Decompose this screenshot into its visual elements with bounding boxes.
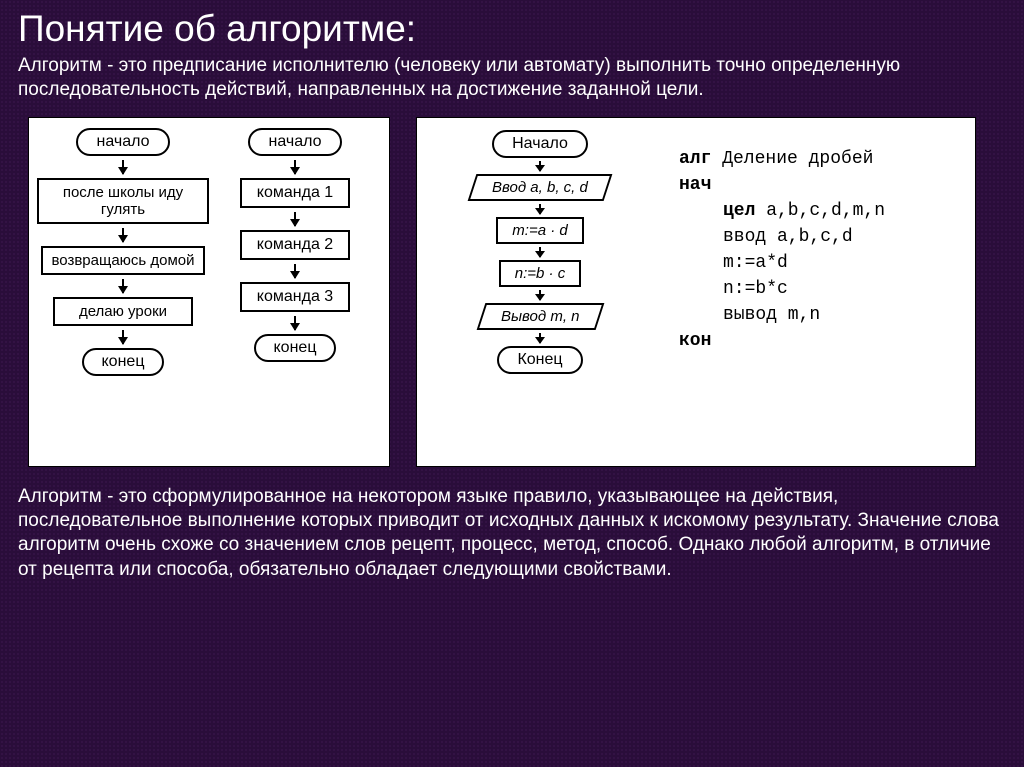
flow3-input-label: Ввод a, b, c, d xyxy=(492,179,588,196)
arrow-icon xyxy=(122,279,124,293)
pseudo-kw-alg: алг xyxy=(679,149,711,169)
flow2-end: конец xyxy=(254,334,337,362)
flowchart-1: начало после школы иду гулять возвращаюс… xyxy=(37,128,209,454)
flow1-end: конец xyxy=(82,348,165,376)
pseudo-line-7: вывод m,n xyxy=(679,302,961,328)
flow3-output-label: Вывод m, n xyxy=(501,308,580,325)
panel-flowchart-pseudocode: Начало Ввод a, b, c, d m:=a · d n:=b · c… xyxy=(416,117,976,467)
flow3-process-1: m:=a · d xyxy=(496,217,583,244)
pseudo-kw-end: кон xyxy=(679,331,711,351)
arrow-icon xyxy=(539,333,541,343)
flow1-step-2: возвращаюсь домой xyxy=(41,246,204,275)
flowchart-3: Начало Ввод a, b, c, d m:=a · d n:=b · c… xyxy=(425,128,655,454)
arrow-icon xyxy=(539,161,541,171)
flow3-start: Начало xyxy=(492,130,588,158)
flow2-step-1: команда 1 xyxy=(240,178,350,208)
flow2-step-2: команда 2 xyxy=(240,230,350,260)
flow2-step-3: команда 3 xyxy=(240,282,350,312)
arrow-icon xyxy=(122,160,124,174)
pseudo-alg-name: Деление дробей xyxy=(711,149,873,169)
flow3-process-2: n:=b · c xyxy=(499,260,581,287)
arrow-icon xyxy=(294,212,296,226)
pseudo-kw-int: цел xyxy=(723,201,755,221)
diagrams-row: начало после школы иду гулять возвращаюс… xyxy=(28,117,1006,467)
intro-text: Алгоритм - это предписание исполнителю (… xyxy=(18,54,1006,103)
arrow-icon xyxy=(122,228,124,242)
slide-title: Понятие об алгоритме: xyxy=(18,8,1006,50)
flow3-end: Конец xyxy=(497,346,582,374)
flow3-output: Вывод m, n xyxy=(476,303,603,330)
pseudo-line-5: m:=a*d xyxy=(679,250,961,276)
arrow-icon xyxy=(539,204,541,214)
pseudo-kw-begin: нач xyxy=(679,175,711,195)
pseudo-line-3: цел a,b,c,d,m,n xyxy=(679,198,961,224)
pseudo-line-4: ввод a,b,c,d xyxy=(679,224,961,250)
arrow-icon xyxy=(122,330,124,344)
flow1-step-1: после школы иду гулять xyxy=(37,178,209,224)
flow2-start: начало xyxy=(248,128,341,156)
flow3-input: Ввод a, b, c, d xyxy=(468,174,613,201)
pseudocode-block: алг Деление дробей нач цел a,b,c,d,m,nвв… xyxy=(655,128,967,454)
arrow-icon xyxy=(294,316,296,330)
panel-flowcharts-linear: начало после школы иду гулять возвращаюс… xyxy=(28,117,390,467)
flow1-step-3: делаю уроки xyxy=(53,297,193,326)
arrow-icon xyxy=(294,264,296,278)
pseudo-line-6: n:=b*c xyxy=(679,276,961,302)
flowchart-2: начало команда 1 команда 2 команда 3 кон… xyxy=(209,128,381,454)
outro-text: Алгоритм - это сформулированное на некот… xyxy=(18,485,1006,582)
pseudo-vars: a,b,c,d,m,n xyxy=(755,201,885,221)
flow1-start: начало xyxy=(76,128,169,156)
arrow-icon xyxy=(294,160,296,174)
arrow-icon xyxy=(539,290,541,300)
arrow-icon xyxy=(539,247,541,257)
